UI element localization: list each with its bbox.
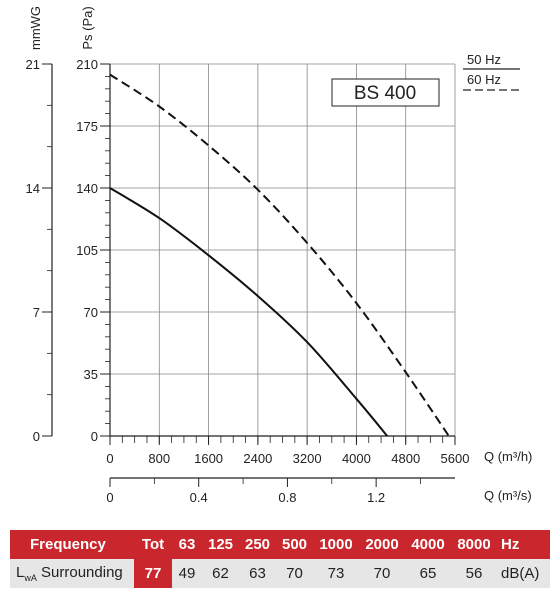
y-tick-label: 35	[84, 367, 98, 382]
value-1000: 73	[313, 559, 359, 588]
table-value-row: LwA Surrounding 77 49 62 63 70 73 70 65 …	[10, 559, 550, 588]
value-4000: 65	[405, 559, 451, 588]
y-tick-label: 175	[76, 119, 98, 134]
legend-label-50hz: 50 Hz	[467, 52, 501, 67]
y-axis-title: Ps (Pa)	[80, 6, 95, 49]
row-label-main: L	[16, 564, 25, 581]
x2-tick-label: 0.4	[190, 490, 208, 505]
x-tick-label: 5600	[441, 451, 470, 466]
legend-label-60hz: 60 Hz	[467, 72, 501, 87]
model-label-box	[331, 78, 440, 107]
x-tick-label: 1600	[194, 451, 223, 466]
header-frequency: Frequency	[10, 530, 134, 559]
y-tick-label: 70	[84, 305, 98, 320]
y-left-axis-title: mmWG	[28, 6, 43, 50]
header-8000: 8000	[451, 530, 497, 559]
y-tick-label: 210	[76, 57, 98, 72]
x-tick-label: 800	[148, 451, 170, 466]
row-label: LwA Surrounding	[10, 559, 134, 588]
y-tick-label: 0	[91, 429, 98, 444]
mmwg-tick-label: 7	[33, 305, 40, 320]
table-header-row: Frequency Tot 63 125 250 500 1000 2000 4…	[10, 530, 550, 559]
x-axis-title: Q (m³/h)	[484, 449, 532, 464]
x2-tick-label: 1.2	[367, 490, 385, 505]
header-125: 125	[202, 530, 239, 559]
value-2000: 70	[359, 559, 405, 588]
model-label: BS 400	[354, 83, 416, 104]
row-label-sub: wA	[24, 573, 37, 583]
header-1000: 1000	[313, 530, 359, 559]
series-line-50hz	[109, 187, 388, 437]
header-250: 250	[239, 530, 276, 559]
value-250: 63	[239, 559, 276, 588]
y-tick-label: 140	[76, 181, 98, 196]
axes	[42, 63, 456, 487]
value-63: 49	[172, 559, 202, 588]
row-label-rest: Surrounding	[36, 564, 123, 581]
value-500: 70	[276, 559, 313, 588]
x2-tick-label: 0.8	[278, 490, 296, 505]
header-2000: 2000	[359, 530, 405, 559]
value-8000: 56	[451, 559, 497, 588]
value-125: 62	[202, 559, 239, 588]
sound-power-table: Frequency Tot 63 125 250 500 1000 2000 4…	[10, 530, 550, 588]
mmwg-tick-label: 14	[26, 181, 40, 196]
x-tick-label: 3200	[293, 451, 322, 466]
x2-tick-label: 0	[106, 490, 113, 505]
series-lines	[109, 73, 450, 437]
header-500: 500	[276, 530, 313, 559]
mmwg-tick-label: 21	[26, 57, 40, 72]
value-tot: 77	[134, 559, 172, 588]
x-tick-label: 4000	[342, 451, 371, 466]
header-tot: Tot	[134, 530, 172, 559]
value-unit: dB(A)	[497, 559, 550, 588]
x2-axis-title: Q (m³/s)	[484, 488, 532, 503]
mmwg-tick-label: 0	[33, 429, 40, 444]
header-4000: 4000	[405, 530, 451, 559]
y-tick-label: 105	[76, 243, 98, 258]
x-tick-label: 0	[106, 451, 113, 466]
header-hz: Hz	[497, 530, 550, 559]
header-63: 63	[172, 530, 202, 559]
grid-lines	[110, 63, 456, 436]
x-tick-label: 2400	[243, 451, 272, 466]
series-line-60hz	[109, 73, 450, 437]
x-tick-label: 4800	[391, 451, 420, 466]
